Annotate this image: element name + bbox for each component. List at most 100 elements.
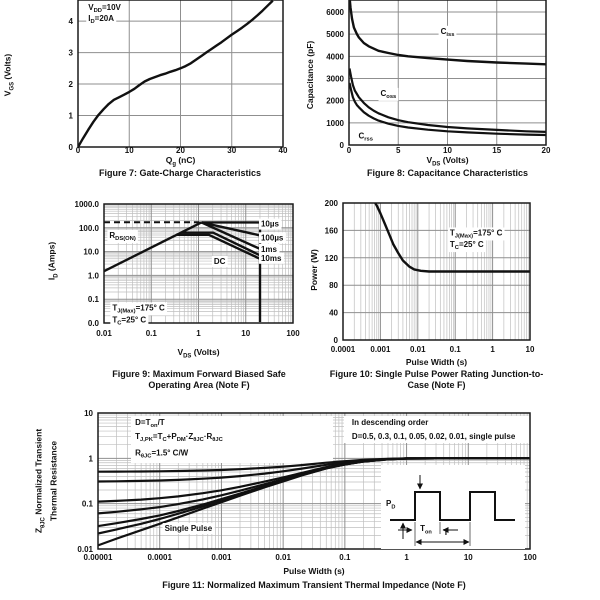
svg-text:40: 40 <box>279 146 288 155</box>
fig10-tick-labels: 0.0001 0.001 0.01 0.1 1 10 0 40 80 120 160 200 <box>325 199 535 354</box>
fig11-y-axis-label: ZθJC Normalized Transient Thermal Resista… <box>33 428 59 534</box>
svg-text:0.1: 0.1 <box>146 329 158 338</box>
fig9-annotation: TJ(Max)=175° C <box>112 303 165 314</box>
fig11-annotation: RθJC=1.5° C/W <box>135 448 189 459</box>
fig7-tick-labels: 0 10 20 30 40 0 1 2 3 4 <box>69 17 288 155</box>
figure7-gate-charge-chart: 0 10 20 30 40 0 1 2 3 4 VDD=10V ID=20A VGS (Volts) … <box>0 0 300 195</box>
svg-text:1000.0: 1000.0 <box>75 200 100 209</box>
fig11-annotation: D=0.5, 0.3, 0.1, 0.05, 0.02, 0.01, singl… <box>352 432 516 441</box>
svg-text:0: 0 <box>334 336 339 345</box>
fig11-pulse-waveform-inset <box>381 465 525 549</box>
fig11-series <box>98 457 530 547</box>
svg-text:0.1: 0.1 <box>88 295 100 304</box>
fig7-y-axis-label: VGS (Volts) <box>2 53 16 97</box>
svg-text:100.0: 100.0 <box>79 224 100 233</box>
svg-text:0.1: 0.1 <box>450 345 462 354</box>
inset-ton-label: Ton <box>420 524 432 536</box>
Crss-curve <box>349 82 546 137</box>
fig9-plot: 0.01 0.1 1 10 1000.00.11.010.0100.01000.0RDS… <box>75 200 301 338</box>
svg-text:1: 1 <box>196 329 201 338</box>
svg-text:0.1: 0.1 <box>82 500 94 509</box>
svg-text:20: 20 <box>542 146 551 155</box>
svg-text:0.01: 0.01 <box>96 329 112 338</box>
svg-text:0.001: 0.001 <box>370 345 391 354</box>
svg-text:4000: 4000 <box>326 52 344 61</box>
svg-text:20: 20 <box>176 146 185 155</box>
svg-text:160: 160 <box>325 226 339 235</box>
fig11-frame <box>97 412 531 550</box>
svg-text:0.00001: 0.00001 <box>84 553 113 562</box>
fig8-y-axis-label: Capacitance (pF) <box>305 40 315 110</box>
fig10-annotation: TC=25° C <box>450 240 484 251</box>
svg-text:10: 10 <box>526 345 535 354</box>
svg-text:0.0: 0.0 <box>88 319 100 328</box>
svg-text:0.01: 0.01 <box>410 345 426 354</box>
svg-text:1: 1 <box>89 454 94 463</box>
fig11-tick-labels: 0.00001 0.0001 0.001 0.01 0.1 1 10 100 0.01 0.1 1 1… <box>77 409 537 562</box>
svg-text:40: 40 <box>329 309 338 318</box>
fig9-frame <box>103 203 294 324</box>
svg-text:0: 0 <box>340 141 345 150</box>
svg-text:1: 1 <box>404 553 409 562</box>
fig8-annotation: Ciss <box>441 27 455 38</box>
fig11-annotation: D=Ton/T <box>135 418 165 429</box>
svg-text:100: 100 <box>523 553 537 562</box>
svg-text:5: 5 <box>396 146 401 155</box>
svg-text:0: 0 <box>69 143 74 152</box>
svg-text:10.0: 10.0 <box>83 248 99 257</box>
fig7-frame <box>77 0 284 148</box>
pulse-train-waveform <box>390 491 515 521</box>
inset-dimension-arrows <box>398 475 470 545</box>
svg-text:100: 100 <box>286 329 300 338</box>
fig9-annotation: TC=25° C <box>112 316 146 327</box>
fig9-annotation: 10µs <box>261 220 280 229</box>
figure11-thermal-impedance-chart: 0.00001 0.0001 0.001 0.01 0.1 1 10 100 0.01 0.1 1 1… <box>0 400 600 600</box>
soa-100us-curve <box>201 221 261 237</box>
fig11-caption: Figure 11: Normalized Maximum Transient … <box>162 580 466 590</box>
svg-text:80: 80 <box>329 281 338 290</box>
fig10-annotation: TJ(Max)=175° C <box>450 228 503 239</box>
svg-text:10: 10 <box>84 409 93 418</box>
single-pulse-power-curve <box>373 203 530 273</box>
inset-t-label: T <box>443 528 449 537</box>
rdson-limit-line-curve <box>104 221 202 273</box>
fig7-series <box>78 0 274 147</box>
figure8-capacitance-chart: 0 5 10 15 20 0 1000 2000 3000 4000 5000 6000 Ciss Cos… <box>300 0 600 195</box>
svg-text:10: 10 <box>443 146 452 155</box>
fig8-x-axis-label: VDS (Volts) <box>426 155 469 168</box>
fig9-annotation: 100µs <box>261 233 284 242</box>
fig10-y-axis-label: Power (W) <box>309 249 319 291</box>
svg-text:3000: 3000 <box>326 74 344 83</box>
svg-text:1: 1 <box>490 345 495 354</box>
inset-pd-label: PD <box>386 499 396 511</box>
fig10-caption: Figure 10: Single Pulse Power Rating Jun… <box>329 369 544 390</box>
svg-text:120: 120 <box>325 254 339 263</box>
fig11-annotations: D=Ton/T TJ,PK=TC+PDM·ZθJC·RθJC RθJC=1.5° C… <box>135 418 516 535</box>
fig7-annotation: VDD=10V <box>88 3 121 14</box>
fig11-x-axis-label: Pulse Width (s) <box>283 566 345 576</box>
fig8-annotation: Crss <box>358 131 373 142</box>
fig9-annotation: RDS(ON) <box>109 231 135 242</box>
svg-text:2: 2 <box>69 80 74 89</box>
svg-text:0.1: 0.1 <box>339 553 351 562</box>
svg-text:200: 200 <box>325 199 339 208</box>
svg-text:0.0001: 0.0001 <box>147 553 172 562</box>
fig7-x-axis-label: Qg (nC) <box>165 155 196 168</box>
fig8-tick-labels: 0 5 10 15 20 0 1000 2000 3000 4000 5000 6000 <box>326 8 551 155</box>
single-pulse-curve <box>98 457 530 547</box>
fig10-plot: 0.0001 0.001 0.01 0.1 1 10 0 40 80 120 160 200 TJ(Ma… <box>325 199 535 354</box>
Ciss-curve <box>349 0 546 66</box>
fig11-annotation: TJ,PK=TC+PDM·ZθJC·RθJC <box>135 432 223 443</box>
svg-text:6000: 6000 <box>326 8 344 17</box>
svg-text:15: 15 <box>492 146 501 155</box>
Coss-curve <box>349 68 546 133</box>
fig11-annotation: In descending order <box>352 418 428 427</box>
fig9-y-axis-label: ID (Amps) <box>46 241 60 281</box>
svg-text:30: 30 <box>227 146 236 155</box>
svg-text:1.0: 1.0 <box>88 271 100 280</box>
fig7-annotation: ID=20A <box>88 14 114 25</box>
fig8-caption: Figure 8: Capacitance Characteristics <box>366 168 529 178</box>
